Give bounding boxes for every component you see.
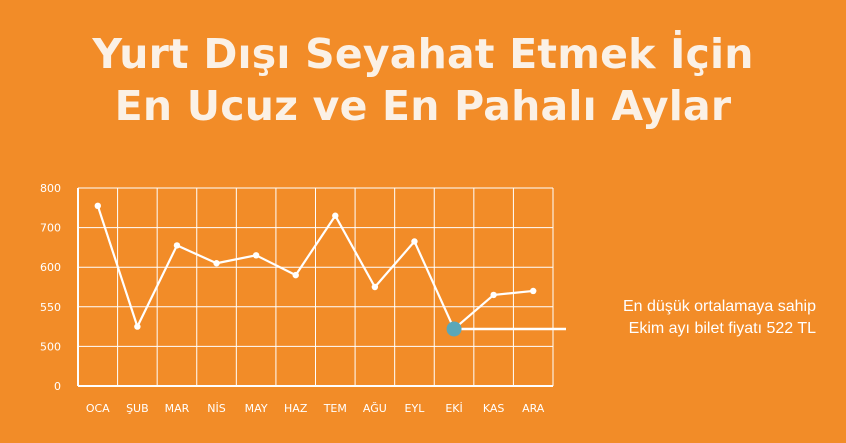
x-tick-label: MAY xyxy=(245,402,268,415)
data-point xyxy=(94,202,101,210)
data-point xyxy=(173,242,181,249)
data-point xyxy=(292,271,299,279)
x-tick-label: MAR xyxy=(165,402,190,415)
lowest-price-annotation: En düşük ortalamaya sahip Ekim ayı bilet… xyxy=(516,296,816,340)
price-series xyxy=(94,202,537,331)
callout xyxy=(446,321,566,337)
data-point xyxy=(411,238,418,245)
highlight-point xyxy=(446,321,462,337)
chart-title-line-1: Yurt Dışı Seyahat Etmek İçin xyxy=(92,30,754,78)
x-tick-label: EYL xyxy=(405,402,426,415)
y-tick-label: 800 xyxy=(40,182,61,195)
x-tick-label: ŞUB xyxy=(126,402,149,415)
y-tick-label: 550 xyxy=(40,301,61,314)
chart-title-line-2: En Ucuz ve En Pahalı Aylar xyxy=(114,82,732,130)
x-tick-label: KAS xyxy=(483,402,505,415)
chart-title: Yurt Dışı Seyahat Etmek İçin En Ucuz ve … xyxy=(0,28,846,132)
y-tick-label: 500 xyxy=(40,340,61,353)
annotation-line-2: Ekim ayı bilet fiyatı 522 TL xyxy=(628,320,816,337)
chart-grid xyxy=(77,187,554,387)
x-tick-label: HAZ xyxy=(284,402,308,415)
y-axis-tick-labels: 0 500 550 600 700 800 xyxy=(40,182,61,393)
data-point xyxy=(490,291,497,299)
x-tick-label: EKİ xyxy=(445,402,462,415)
x-tick-label: TEM xyxy=(323,402,347,415)
y-tick-label: 0 xyxy=(54,380,61,393)
y-tick-label: 700 xyxy=(40,222,61,235)
x-tick-label: OCA xyxy=(86,402,110,415)
data-point xyxy=(213,260,220,267)
x-tick-label: ARA xyxy=(522,402,545,415)
x-tick-label: AĞU xyxy=(363,402,387,415)
y-tick-label: 600 xyxy=(40,261,61,274)
x-axis-tick-labels: OCA ŞUB MAR NİS MAY HAZ TEM AĞU EYL EKİ KAS ARA xyxy=(86,402,545,415)
annotation-line-1: En düşük ortalamaya sahip xyxy=(623,298,816,315)
data-point xyxy=(530,287,537,295)
series-line xyxy=(96,205,534,331)
data-point xyxy=(332,212,339,219)
data-point xyxy=(134,323,141,330)
data-point xyxy=(252,252,260,259)
data-point xyxy=(371,283,379,291)
x-tick-label: NİS xyxy=(207,402,225,415)
